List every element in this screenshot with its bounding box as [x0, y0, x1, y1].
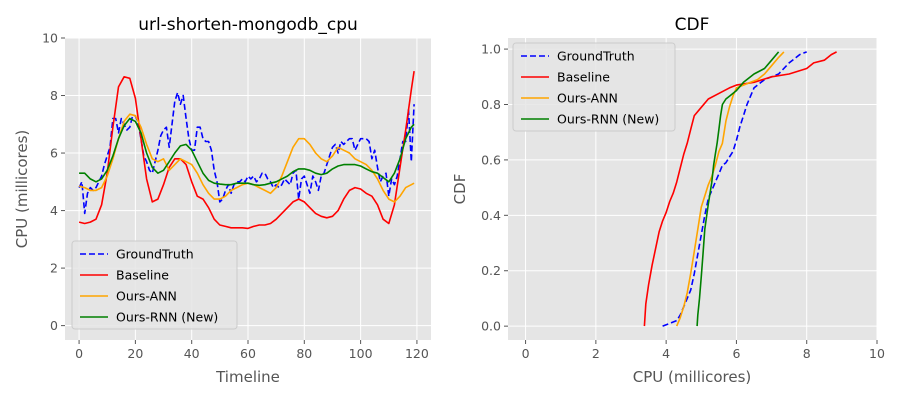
legend-box: [512, 42, 676, 132]
legend-label-groundtruth: GroundTruth: [557, 49, 635, 64]
x-tick-label: 0: [522, 346, 530, 361]
legend-label-ours-rnn-new: Ours-RNN (New): [116, 310, 218, 325]
y-tick-label: 0: [50, 318, 58, 333]
y-tick-label: 2: [50, 261, 58, 276]
x-tick-label: 2: [592, 346, 600, 361]
series-line-baseline: [643, 51, 837, 327]
x-tick-label: 60: [240, 346, 256, 361]
x-tick-label: 0: [75, 346, 83, 361]
y-tick-label: 8: [50, 88, 58, 103]
x-axis-label: CPU (millicores): [633, 368, 752, 386]
x-axis-label: Timeline: [215, 368, 280, 386]
x-tick-label: 40: [184, 346, 200, 361]
legend-label-ours-ann: Ours-ANN: [116, 289, 177, 304]
series-line-baseline: [78, 70, 415, 230]
y-tick-label: 4: [50, 203, 58, 218]
y-tick-label: 0.2: [481, 263, 501, 278]
x-tick-label: 120: [405, 346, 429, 361]
series-lines: [643, 51, 837, 327]
x-tick-label: 10: [869, 346, 885, 361]
series-lines: [78, 70, 415, 230]
legend-label-baseline: Baseline: [557, 70, 610, 85]
legend-label-groundtruth: GroundTruth: [116, 247, 194, 262]
cdf-chart: 0 2 4 6 8 10 0.0 0.2 0.4 0.6 0.8 1.0 CDF CPU (milli…: [451, 15, 885, 386]
y-axis-label: CDF: [451, 174, 469, 205]
legend: GroundTruth Baseline Ours-ANN Ours-RNN (New…: [512, 42, 676, 132]
series-line-ours-ann: [675, 51, 785, 327]
tick-labels: 0 20 40 60 80 100 120 0 2 4 6 8 10: [42, 31, 429, 362]
y-tick-label: 0.0: [481, 319, 501, 334]
legend: GroundTruth Baseline Ours-ANN Ours-RNN (New…: [71, 240, 238, 330]
series-line-ours-rnn-new: [79, 117, 415, 187]
x-tick-label: 20: [127, 346, 143, 361]
x-tick-label: 6: [732, 346, 740, 361]
series-line-ours-rnn-new: [696, 51, 780, 327]
legend-label-baseline: Baseline: [116, 268, 169, 283]
chart-title: url-shorten-mongodb_cpu: [138, 15, 358, 35]
y-tick-label: 0.8: [481, 97, 501, 112]
x-tick-label: 100: [349, 346, 373, 361]
y-tick-label: 0.4: [481, 208, 501, 223]
cpu-timeline-chart: 0 20 40 60 80 100 120 0 2 4 6 8 10 url-shorten-mongo…: [13, 15, 431, 386]
y-axis-label: CPU (millicores): [13, 130, 31, 249]
legend-label-ours-ann: Ours-ANN: [557, 91, 618, 106]
chart-title: CDF: [675, 15, 710, 35]
y-tick-label: 1.0: [481, 42, 501, 57]
y-tick-label: 6: [50, 146, 58, 161]
y-tick-label: 0.6: [481, 152, 501, 167]
x-tick-label: 80: [296, 346, 312, 361]
tick-labels: 0 2 4 6 8 10 0.0 0.2 0.4 0.6 0.8 1.0: [481, 42, 885, 361]
x-tick-label: 8: [803, 346, 811, 361]
x-tick-label: 4: [662, 346, 670, 361]
legend-label-ours-rnn-new: Ours-RNN (New): [557, 112, 659, 127]
y-tick-label: 10: [42, 31, 58, 46]
legend-box: [71, 240, 238, 330]
